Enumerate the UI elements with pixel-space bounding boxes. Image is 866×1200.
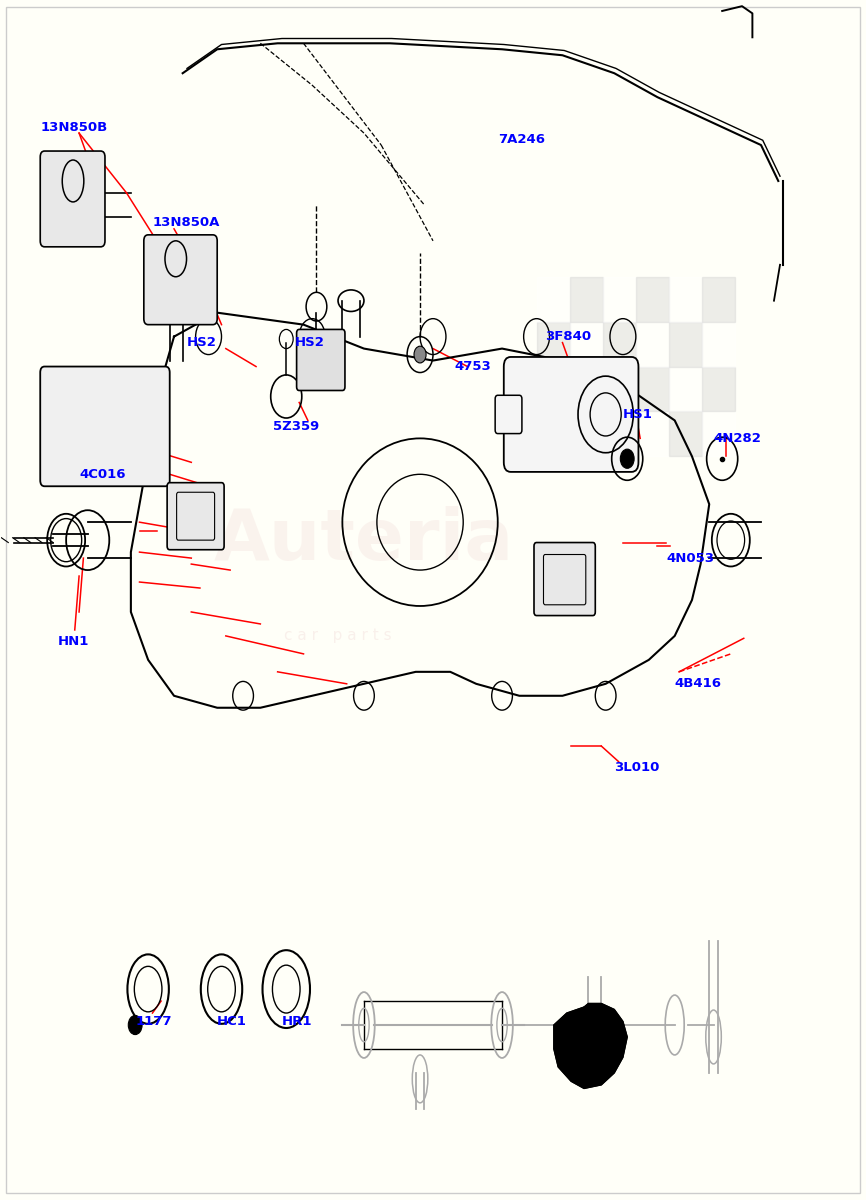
- Bar: [702, 322, 735, 366]
- Text: 1177: 1177: [135, 1015, 171, 1028]
- Polygon shape: [554, 1003, 627, 1088]
- Bar: [570, 277, 603, 322]
- Text: 13N850A: 13N850A: [152, 216, 220, 229]
- FancyBboxPatch shape: [40, 366, 170, 486]
- Bar: [636, 366, 669, 412]
- Text: 4753: 4753: [455, 360, 491, 373]
- FancyBboxPatch shape: [40, 151, 105, 247]
- Text: HN1: HN1: [57, 636, 89, 648]
- Text: HS1: HS1: [623, 408, 653, 421]
- Text: 4B416: 4B416: [675, 677, 721, 690]
- FancyBboxPatch shape: [504, 356, 638, 472]
- FancyBboxPatch shape: [167, 482, 224, 550]
- Text: 3F840: 3F840: [546, 330, 591, 343]
- Bar: [570, 366, 603, 412]
- Bar: [537, 322, 570, 366]
- Bar: [570, 322, 603, 366]
- Bar: [669, 277, 702, 322]
- Text: Auteria: Auteria: [214, 505, 514, 575]
- Text: 4N053: 4N053: [666, 552, 714, 564]
- Text: c a r   p a r t s: c a r p a r t s: [284, 629, 391, 643]
- Bar: [570, 412, 603, 456]
- Bar: [537, 412, 570, 456]
- Bar: [636, 277, 669, 322]
- Bar: [702, 412, 735, 456]
- Circle shape: [414, 346, 426, 362]
- Bar: [537, 366, 570, 412]
- Text: 7A246: 7A246: [498, 132, 545, 145]
- Bar: [669, 366, 702, 412]
- FancyBboxPatch shape: [297, 330, 345, 390]
- Text: HC1: HC1: [217, 1015, 247, 1028]
- Text: 4N282: 4N282: [714, 432, 761, 445]
- Bar: [636, 322, 669, 366]
- Circle shape: [128, 1015, 142, 1034]
- Circle shape: [620, 449, 634, 468]
- FancyBboxPatch shape: [144, 235, 217, 325]
- Text: 4C016: 4C016: [79, 468, 126, 481]
- Bar: [702, 277, 735, 322]
- Bar: [702, 366, 735, 412]
- Text: HR1: HR1: [282, 1015, 313, 1028]
- Bar: [537, 277, 570, 322]
- Bar: [603, 322, 636, 366]
- Bar: [669, 412, 702, 456]
- Text: HS2: HS2: [187, 336, 216, 349]
- Text: 5Z359: 5Z359: [274, 420, 320, 433]
- Text: 13N850B: 13N850B: [40, 120, 107, 133]
- FancyBboxPatch shape: [495, 395, 522, 433]
- Bar: [603, 277, 636, 322]
- Bar: [669, 322, 702, 366]
- Bar: [603, 366, 636, 412]
- Bar: [603, 412, 636, 456]
- Text: 3L010: 3L010: [614, 761, 660, 774]
- Bar: [636, 412, 669, 456]
- Text: HS2: HS2: [295, 336, 325, 349]
- FancyBboxPatch shape: [534, 542, 595, 616]
